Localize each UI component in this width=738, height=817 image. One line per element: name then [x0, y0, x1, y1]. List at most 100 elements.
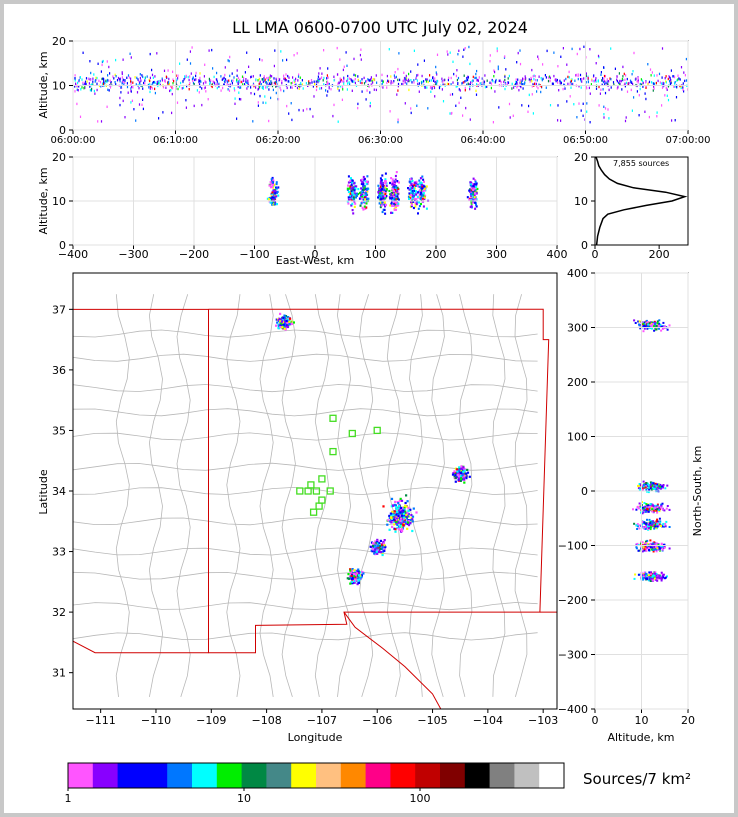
source-point [648, 527, 651, 529]
source-point [268, 82, 270, 85]
source-point [448, 76, 450, 80]
source-point [410, 191, 413, 194]
source-point [273, 203, 276, 206]
source-point [393, 520, 396, 523]
source-point [545, 86, 547, 89]
source-point [379, 547, 382, 550]
source-point [193, 83, 195, 86]
source-point [327, 82, 329, 85]
source-point [368, 79, 370, 82]
source-point [411, 184, 414, 187]
source-point [500, 81, 502, 84]
source-point [498, 106, 500, 109]
source-point [229, 55, 231, 59]
source-point [528, 93, 530, 97]
source-point [361, 81, 363, 85]
source-point [413, 81, 415, 84]
source-point [270, 183, 273, 186]
source-point [462, 467, 465, 470]
colorbar-swatch [167, 763, 193, 788]
source-point [660, 542, 663, 545]
source-point [655, 520, 658, 523]
source-point [177, 74, 179, 77]
source-point [660, 503, 663, 506]
source-point [621, 88, 623, 91]
source-point [646, 508, 649, 511]
source-point [309, 82, 311, 85]
source-point [409, 184, 412, 188]
source-point [522, 83, 524, 86]
source-point [302, 109, 304, 112]
source-point [470, 187, 473, 190]
source-point [90, 89, 92, 92]
source-point [92, 83, 94, 86]
source-point [272, 183, 274, 186]
source-point [327, 76, 329, 79]
source-point [530, 78, 532, 81]
source-point [161, 79, 163, 82]
source-point [540, 77, 542, 80]
source-point [341, 80, 343, 83]
source-point [434, 81, 437, 84]
source-point [383, 191, 386, 194]
source-point [376, 541, 379, 544]
source-point [394, 174, 397, 178]
source-point [607, 83, 609, 86]
source-point [199, 76, 201, 80]
colorbar-swatch [192, 763, 218, 788]
source-point [469, 87, 471, 91]
source-point [182, 86, 185, 90]
source-point [120, 91, 122, 94]
source-point [409, 508, 412, 511]
source-point [234, 97, 236, 100]
source-point [382, 195, 385, 198]
source-point [328, 83, 330, 87]
source-point [551, 82, 553, 85]
source-point [394, 203, 397, 207]
source-point [236, 80, 238, 83]
source-point [390, 505, 393, 508]
source-point [495, 80, 497, 83]
source-point [519, 62, 522, 66]
source-point [407, 524, 411, 527]
source-point [657, 327, 660, 330]
source-point [573, 103, 575, 106]
source-point [395, 185, 398, 188]
source-point [298, 87, 300, 90]
source-point [457, 475, 461, 478]
source-point [665, 507, 668, 510]
source-point [617, 86, 619, 89]
plan-view-axes: −111 −110 −109 −108 −107 −106 −105 −104 −1033132… [52, 303, 558, 727]
source-point [399, 506, 403, 509]
source-point [394, 188, 397, 192]
source-point [434, 77, 436, 80]
source-point [351, 192, 354, 195]
altitude-tick-label: 10 [574, 195, 588, 208]
county-border [492, 294, 506, 697]
source-point [189, 50, 191, 53]
source-point [542, 63, 544, 66]
source-point [274, 82, 277, 85]
source-point [345, 51, 347, 54]
source-point [491, 78, 493, 82]
source-point [271, 191, 274, 194]
colorbar-swatch [92, 763, 119, 788]
source-point [392, 198, 395, 202]
source-point [262, 101, 264, 104]
source-point [347, 196, 350, 199]
source-point [204, 80, 206, 83]
source-point [503, 80, 505, 84]
source-point [462, 475, 466, 478]
source-point [411, 190, 414, 193]
source-point [522, 87, 524, 90]
source-point [424, 194, 427, 197]
source-point [89, 78, 91, 82]
source-point [273, 183, 276, 186]
source-point [326, 82, 328, 85]
source-point [357, 581, 360, 584]
source-point [167, 81, 169, 85]
source-point [676, 86, 678, 89]
source-point [346, 577, 349, 580]
source-point [674, 119, 676, 122]
source-point [425, 185, 428, 188]
